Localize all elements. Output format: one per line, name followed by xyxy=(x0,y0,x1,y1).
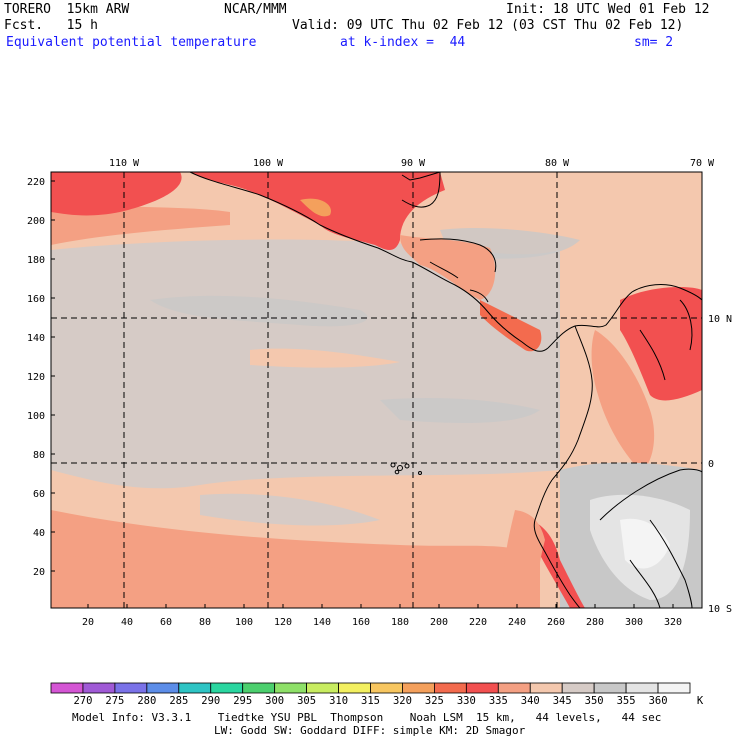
left-tick-label: 20 xyxy=(33,567,45,578)
colorbar-swatch xyxy=(529,682,563,694)
colorbar-swatch xyxy=(657,682,691,694)
bottom-tick-label: 200 xyxy=(430,617,448,628)
colorbar-swatch xyxy=(306,682,339,694)
left-tick-label: 180 xyxy=(27,255,45,266)
colorbar-swatch xyxy=(338,682,371,694)
colorbar-swatch xyxy=(178,682,212,694)
colorbar-swatch xyxy=(146,682,180,694)
bottom-tick-label: 180 xyxy=(391,617,409,628)
bottom-tick-label: 100 xyxy=(235,617,253,628)
bottom-tick-label: 80 xyxy=(199,617,211,628)
bottom-tick-label: 300 xyxy=(625,617,643,628)
colorbar-swatch xyxy=(50,682,84,694)
smoothing: sm= 2 xyxy=(634,35,674,50)
colorbar-swatch xyxy=(370,682,403,694)
colorbar xyxy=(50,682,691,694)
colorbar-label: 310 xyxy=(329,695,348,707)
colorbar-label: 285 xyxy=(169,695,188,707)
colorbar-label: 325 xyxy=(425,695,444,707)
colorbar-swatch xyxy=(82,682,116,694)
model-info: Model Info: V3.3.1 Tiedtke YSU PBL Thomp… xyxy=(72,711,662,724)
colorbar-swatch xyxy=(402,682,435,694)
colorbar-swatch xyxy=(114,682,148,694)
bottom-tick-label: 60 xyxy=(160,617,172,628)
bottom-tick-label: 260 xyxy=(547,617,565,628)
lat-lon-grid xyxy=(51,172,702,608)
galapagos-islands xyxy=(390,462,422,475)
left-tick-label: 60 xyxy=(33,489,45,500)
left-tick-label: 160 xyxy=(27,294,45,305)
colorbar-label: 360 xyxy=(649,695,668,707)
bottom-tick-label: 120 xyxy=(274,617,292,628)
lat-label-0: 0 xyxy=(708,459,714,470)
left-tick-label: 200 xyxy=(27,216,45,227)
valid-time: Valid: 09 UTC Thu 02 Feb 12 (03 CST Thu … xyxy=(292,18,684,33)
colorbar-swatch xyxy=(274,682,307,694)
theta-e-field xyxy=(51,172,702,608)
colorbar-swatch xyxy=(593,682,627,694)
colorbar-label: 270 xyxy=(73,695,92,707)
left-tick-label: 40 xyxy=(33,528,45,539)
lon-label-100w: 100 W xyxy=(253,158,284,169)
colorbar-swatch xyxy=(465,682,499,694)
colorbar-label: 340 xyxy=(521,695,540,707)
colorbar-labels: 270 275 280 285 290 295 300 305 310 315 320 325 330 3… xyxy=(73,695,667,707)
bottom-tick-label: 160 xyxy=(352,617,370,628)
lat-label-10s: 10 S xyxy=(708,604,732,615)
colorbar-label: 355 xyxy=(617,695,636,707)
colorbar-swatch xyxy=(433,682,467,694)
colorbar-swatch xyxy=(242,682,276,694)
lon-label-90w: 90 W xyxy=(401,158,426,169)
colorbar-label: 280 xyxy=(137,695,156,707)
colorbar-swatch xyxy=(561,682,595,694)
center-name: NCAR/MMM xyxy=(224,2,287,17)
lat-label-10n: 10 N xyxy=(708,314,732,325)
left-axis-ticks: 220 200 180 160 140 120 100 80 60 40 20 xyxy=(27,177,55,578)
left-tick-label: 100 xyxy=(27,411,45,422)
colorbar-label: 300 xyxy=(265,695,284,707)
forecast-hour: Fcst. 15 h xyxy=(4,18,98,33)
lon-label-80w: 80 W xyxy=(545,158,570,169)
colorbar-label: 305 xyxy=(297,695,316,707)
bottom-tick-label: 220 xyxy=(469,617,487,628)
colorbar-unit: K xyxy=(697,695,704,707)
colorbar-label: 290 xyxy=(201,695,220,707)
bottom-tick-label: 240 xyxy=(508,617,526,628)
physics-info: LW: Godd SW: Goddard DIFF: simple KM: 2D… xyxy=(214,724,526,737)
colorbar-swatch xyxy=(210,682,244,694)
colorbar-label: 330 xyxy=(457,695,476,707)
model-title: TORERO 15km ARW xyxy=(4,2,130,17)
init-time: Init: 18 UTC Wed 01 Feb 12 xyxy=(506,2,710,17)
colorbar-label: 315 xyxy=(361,695,380,707)
bottom-tick-label: 40 xyxy=(121,617,133,628)
lon-label-110w: 110 W xyxy=(109,158,140,169)
coastlines xyxy=(189,172,702,608)
colorbar-swatch xyxy=(497,682,531,694)
level-index: at k-index = 44 xyxy=(340,35,466,50)
colorbar-swatch xyxy=(625,682,659,694)
left-tick-label: 120 xyxy=(27,372,45,383)
left-tick-label: 140 xyxy=(27,333,45,344)
colorbar-label: 320 xyxy=(393,695,412,707)
colorbar-label: 275 xyxy=(105,695,124,707)
colorbar-label: 350 xyxy=(585,695,604,707)
map-frame xyxy=(50,171,703,609)
bottom-tick-label: 320 xyxy=(664,617,682,628)
colorbar-label: 335 xyxy=(489,695,508,707)
bottom-tick-label: 140 xyxy=(313,617,331,628)
lon-label-70w: 70 W xyxy=(690,158,715,169)
colorbar-label: 345 xyxy=(553,695,572,707)
colorbar-label: 295 xyxy=(233,695,252,707)
bottom-tick-label: 280 xyxy=(586,617,604,628)
left-tick-label: 80 xyxy=(33,450,45,461)
bottom-axis-ticks: 20 40 60 80 100 120 140 160 180 200 220 240 260 280 30… xyxy=(82,604,682,628)
field-name: Equivalent potential temperature xyxy=(6,35,257,50)
left-tick-label: 220 xyxy=(27,177,45,188)
bottom-tick-label: 20 xyxy=(82,617,94,628)
